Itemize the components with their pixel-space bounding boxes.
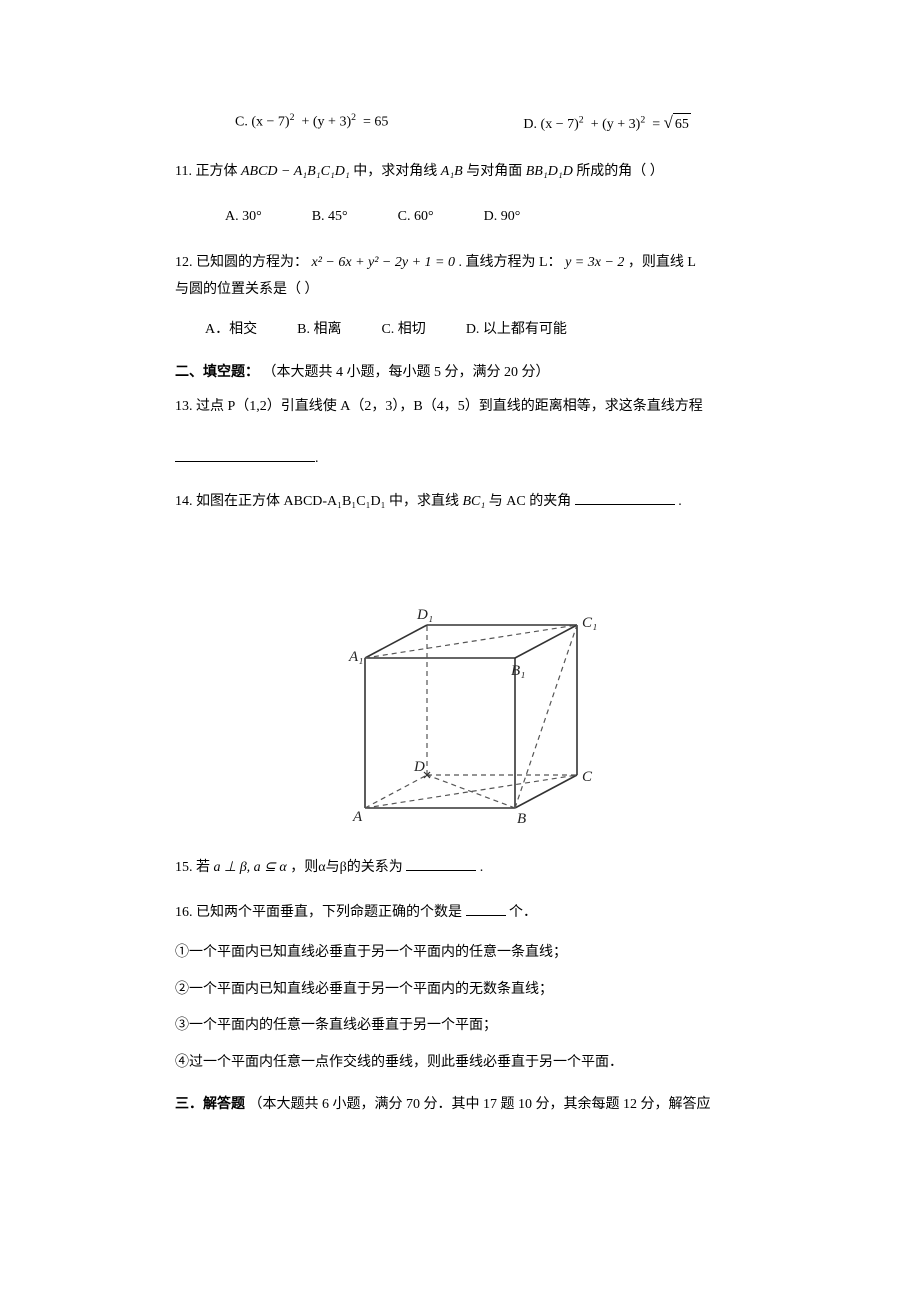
q12-options: A．相交 B. 相离 C. 相切 D. 以上都有可能 [175, 319, 745, 341]
q11-mid1: 中，求对角线 [353, 164, 441, 179]
q16-s2: ②一个平面内已知直线必垂直于另一个平面内的无数条直线； [175, 979, 745, 1001]
question-13: 13. 过点 P（1,2）引直线使 A（2，3），B（4，5）到直线的距离相等，… [175, 396, 745, 418]
label-C: C [582, 769, 593, 785]
label-A1: A₁ [348, 649, 363, 665]
section-2-title: 二、填空题： [175, 365, 259, 380]
question-15: 15. 若 a ⊥ β, a ⊆ α ，则α与β的关系为 . [175, 853, 745, 884]
q16-text: 16. 已知两个平面垂直，下列命题正确的个数是 [175, 905, 462, 920]
q12-suffix: ，则直线 L [628, 255, 696, 270]
q11-options: A. 30° B. 45° C. 60° D. 90° [175, 206, 745, 228]
q16-s1: ①一个平面内已知直线必垂直于另一个平面内的任意一条直线； [175, 942, 745, 964]
cube-figure: A B C D A₁ B₁ C₁ D₁ [175, 543, 745, 833]
q12-opt-b: B. 相离 [297, 319, 341, 341]
label-A: A [352, 809, 363, 825]
q15-period: . [480, 860, 484, 875]
section-2-header: 二、填空题： （本大题共 4 小题，每小题 5 分，满分 20 分） [175, 362, 745, 384]
label-D: D [413, 759, 425, 775]
q12-prefix: 12. 已知圆的方程为： [175, 255, 308, 270]
option-d-expr-a: (x − 7) [541, 117, 579, 132]
question-16: 16. 已知两个平面垂直，下列命题正确的个数是 个． [175, 902, 745, 924]
question-11: 11. 正方体 ABCD − A₁B₁C₁D₁ 中，求对角线 A₁B 与对角面 … [175, 157, 745, 188]
cube-svg: A B C D A₁ B₁ C₁ D₁ [315, 543, 605, 833]
q12-opt-a: A．相交 [205, 319, 257, 341]
option-c-expr-b: + (y + 3) [301, 115, 351, 130]
q15-blank [406, 857, 476, 871]
section-3-desc: （本大题共 6 小题，满分 70 分．其中 17 题 10 分，其余每题 12 … [249, 1097, 711, 1112]
option-c-eq: = 65 [363, 115, 388, 130]
q15-math: a ⊥ β, a ⊆ α [214, 860, 287, 875]
q14-prefix: 14. 如图在正方体 ABCD-A₁B₁C₁D₁ 中，求直线 [175, 494, 462, 509]
q12-opt-c: C. 相切 [381, 319, 425, 341]
q16-suffix: 个． [509, 905, 537, 920]
q13-blank: . [175, 448, 745, 470]
q12-line2: 与圆的位置关系是（ ） [175, 279, 745, 301]
label-B: B [517, 811, 526, 827]
section-2-desc: （本大题共 4 小题，每小题 5 分，满分 20 分） [263, 365, 550, 380]
q16-s4: ④过一个平面内任意一点作交线的垂线，则此垂线必垂直于另一个平面． [175, 1052, 745, 1074]
q11-prefix: 11. 正方体 [175, 164, 241, 179]
q11-suffix: 所成的角（ ） [576, 164, 664, 179]
q14-bc1: BC₁ [462, 494, 485, 509]
q15-mid: ，则α与β的关系为 [290, 860, 402, 875]
q16-statements: ①一个平面内已知直线必垂直于另一个平面内的任意一条直线； ②一个平面内已知直线必… [175, 942, 745, 1074]
q11-opt-c: C. 60° [398, 206, 434, 228]
q11-opt-a: A. 30° [225, 206, 262, 228]
q12-opt-d: D. 以上都有可能 [466, 319, 567, 341]
q14-period: . [678, 494, 682, 509]
option-c: C. (x − 7)2 + (y + 3)2 = 65 [235, 110, 388, 137]
q11-cube: ABCD − A₁B₁C₁D₁ [241, 164, 350, 179]
section-3-title: 三．解答题 [175, 1097, 245, 1112]
q15-prefix: 15. 若 [175, 860, 214, 875]
q12-mid: . 直线方程为 L： [459, 255, 562, 270]
option-d-eq: = [652, 117, 663, 132]
q11-opt-b: B. 45° [312, 206, 348, 228]
question-12: 12. 已知圆的方程为： x² − 6x + y² − 2y + 1 = 0 .… [175, 248, 745, 301]
option-c-label: C. [235, 115, 248, 130]
q13-text: 13. 过点 P（1,2）引直线使 A（2，3），B（4，5）到直线的距离相等，… [175, 399, 703, 414]
option-d: D. (x − 7)2 + (y + 3)2 = √65 [523, 110, 690, 137]
q11-a1b: A₁B [441, 164, 463, 179]
option-d-sqrt: 65 [673, 113, 691, 136]
q11-face: BB₁D₁D [526, 164, 573, 179]
label-D1: D₁ [416, 607, 433, 623]
label-B1: B₁ [511, 663, 525, 679]
section-3-header: 三．解答题 （本大题共 6 小题，满分 70 分．其中 17 题 10 分，其余… [175, 1094, 745, 1116]
q11-mid2: 与对角面 [466, 164, 526, 179]
label-C1: C₁ [582, 615, 597, 631]
q-options-cd: C. (x − 7)2 + (y + 3)2 = 65 D. (x − 7)2 … [175, 110, 745, 137]
option-d-label: D. [523, 117, 537, 132]
option-d-expr-b: + (y + 3) [591, 117, 641, 132]
q16-s3: ③一个平面内的任意一条直线必垂直于另一个平面； [175, 1015, 745, 1037]
question-14: 14. 如图在正方体 ABCD-A₁B₁C₁D₁ 中，求直线 BC₁ 与 AC … [175, 491, 745, 513]
q14-mid: 与 AC 的夹角 [489, 494, 571, 509]
q16-blank [466, 902, 506, 916]
q12-eq1: x² − 6x + y² − 2y + 1 = 0 [312, 255, 456, 270]
q11-opt-d: D. 90° [484, 206, 521, 228]
q14-blank [575, 491, 675, 505]
q12-eq2: y = 3x − 2 [565, 255, 624, 270]
option-c-expr-a: (x − 7) [251, 115, 289, 130]
